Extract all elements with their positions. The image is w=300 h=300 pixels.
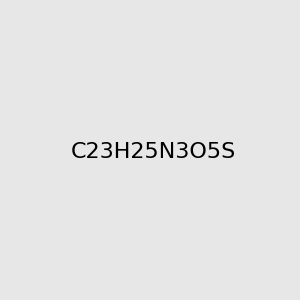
Text: C23H25N3O5S: C23H25N3O5S bbox=[71, 142, 236, 161]
